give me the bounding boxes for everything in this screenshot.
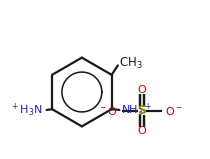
Text: $^+$H$_3$N: $^+$H$_3$N [10, 102, 43, 119]
Text: $^-$O: $^-$O [98, 105, 119, 117]
Text: NH$_3$$^+$: NH$_3$$^+$ [121, 102, 152, 119]
Text: O$^-$: O$^-$ [165, 105, 184, 117]
Text: O: O [138, 126, 146, 136]
Text: O: O [138, 85, 146, 95]
Text: S: S [138, 104, 147, 117]
Text: CH$_3$: CH$_3$ [119, 56, 143, 71]
